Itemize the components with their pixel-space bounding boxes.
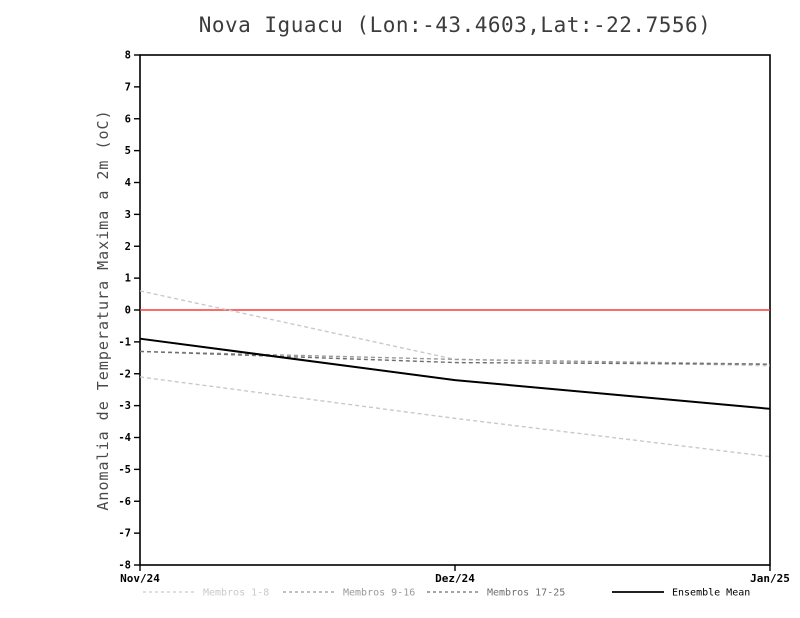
series-line — [139, 376, 771, 458]
y-tick-label: 8 — [125, 50, 131, 62]
series-line — [139, 350, 771, 365]
y-tick-label: 4 — [125, 177, 131, 189]
legend-item-label: Membros 17-25 — [487, 588, 565, 599]
legend-item-label: Ensemble Mean — [672, 588, 750, 599]
y-tick-label: -7 — [118, 528, 131, 540]
legend-item-label: Membros 1-8 — [203, 588, 269, 599]
x-tick-label: Jan/25 — [750, 572, 790, 585]
legend-item-label: Membros 9-16 — [343, 588, 415, 599]
y-tick-label: 5 — [125, 145, 131, 157]
axes: -8 -7 -6 -5 -4 -3 -2 -1 0 1 2 3 4 5 6 7 8 Nov/24 Dez/24 Jan… — [118, 50, 790, 586]
legend: Membros 1-8 Membros 9-16 Membros 17-25 Ense… — [143, 588, 750, 599]
x-tick-label: Nov/24 — [120, 572, 160, 585]
y-tick-label: -3 — [118, 400, 131, 412]
y-tick-label: 1 — [125, 273, 131, 285]
y-axis-label: Anomalia de Temperatura Maxima a 2m (oC) — [94, 109, 112, 510]
y-tick-label: -5 — [118, 464, 131, 476]
y-tick-label: 0 — [125, 305, 131, 317]
x-tick-label: Dez/24 — [435, 572, 475, 585]
y-tick-label: 2 — [125, 241, 131, 253]
y-tick-label: -1 — [118, 336, 131, 348]
y-tick-label: -2 — [118, 368, 131, 380]
chart-title: Nova Iguacu (Lon:-43.4603,Lat:-22.7556) — [199, 13, 712, 37]
series-lines — [139, 290, 771, 458]
y-tick-label: -8 — [118, 560, 131, 572]
y-tick-label: 7 — [125, 81, 131, 93]
y-tick-label: -4 — [118, 432, 131, 444]
y-tick-label: -6 — [118, 496, 131, 508]
y-tick-label: 6 — [125, 113, 131, 125]
series-line — [139, 350, 771, 365]
y-tick-label: 3 — [125, 209, 131, 221]
series-line — [139, 337, 771, 410]
